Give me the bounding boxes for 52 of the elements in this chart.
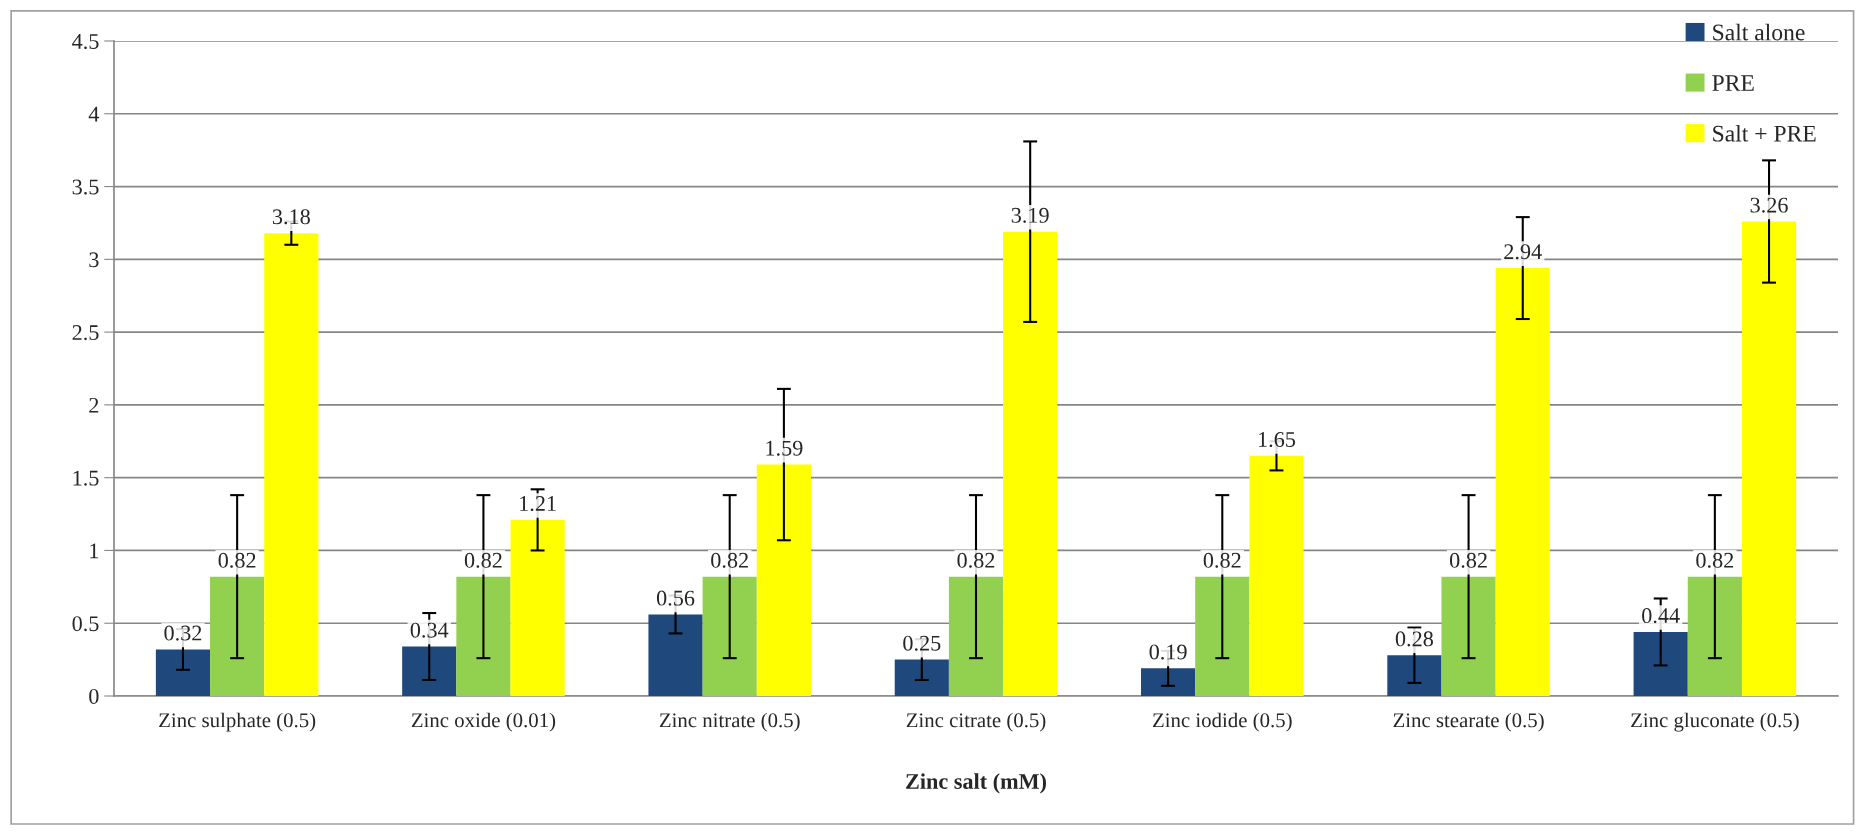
- bar: [1249, 455, 1304, 696]
- bar: [1741, 221, 1797, 696]
- bar: [894, 659, 949, 696]
- data-label: 0.82: [1696, 552, 1734, 568]
- bar: [648, 614, 703, 696]
- data-label: 1.21: [520, 496, 556, 512]
- x-tick-label: Zinc sulphate (0.5): [159, 712, 316, 732]
- data-label: 0.82: [218, 552, 256, 568]
- data-label: 0.56: [656, 590, 695, 606]
- data-label: 0.44: [1642, 608, 1680, 624]
- data-label: 1.59: [766, 440, 803, 456]
- bar: [264, 233, 319, 696]
- data-label: 0.82: [957, 552, 995, 568]
- data-label: 0.34: [410, 622, 449, 638]
- x-tick-label: Zinc gluconate (0.5): [1631, 712, 1799, 732]
- bar: [756, 464, 811, 696]
- bar: [1387, 655, 1442, 696]
- y-tick-label: 0: [89, 688, 99, 704]
- data-label: 3.18: [272, 209, 310, 225]
- x-axis-title: Zinc salt (mM): [906, 773, 1046, 794]
- y-tick-label: 2: [89, 397, 99, 413]
- y-tick-label: 1.5: [73, 470, 99, 486]
- data-label: 0.25: [903, 635, 941, 651]
- data-label: 0.32: [164, 625, 202, 641]
- data-label: 3.19: [1011, 207, 1049, 223]
- y-tick-label: 2.5: [72, 325, 99, 341]
- data-label: 0.82: [1449, 552, 1487, 568]
- x-tick-label: Zinc oxide (0.01): [411, 712, 556, 732]
- x-tick-label: Zinc citrate (0.5): [906, 712, 1046, 732]
- data-label: 0.28: [1395, 631, 1433, 647]
- bar: [1141, 668, 1196, 696]
- data-label: 0.82: [711, 552, 748, 568]
- y-tick-label: 3.5: [72, 179, 99, 195]
- data-label: 0.82: [1203, 552, 1241, 568]
- x-tick-label: Zinc iodide (0.5): [1152, 712, 1292, 732]
- data-label: 0.82: [464, 552, 502, 568]
- x-tick-label: Zinc stearate (0.5): [1393, 712, 1544, 732]
- data-label: 1.65: [1258, 432, 1296, 448]
- legend-label: PRE: [1712, 75, 1754, 91]
- legend-label: Salt alone: [1713, 23, 1805, 41]
- legend-label: Salt + PRE: [1713, 125, 1816, 142]
- y-tick-label: 4: [88, 106, 100, 122]
- bar: [510, 519, 565, 696]
- y-tick-label: 3: [89, 252, 99, 268]
- y-tick-label: 1: [90, 543, 99, 559]
- bar: [1003, 231, 1058, 696]
- data-label: 0.19: [1149, 644, 1187, 660]
- y-tick-label: 0.5: [72, 616, 99, 632]
- x-tick-label: Zinc nitrate (0.5): [659, 712, 800, 732]
- data-label: 3.26: [1750, 197, 1788, 213]
- y-tick-label: 4.5: [72, 34, 99, 50]
- data-label: 2.94: [1504, 244, 1542, 260]
